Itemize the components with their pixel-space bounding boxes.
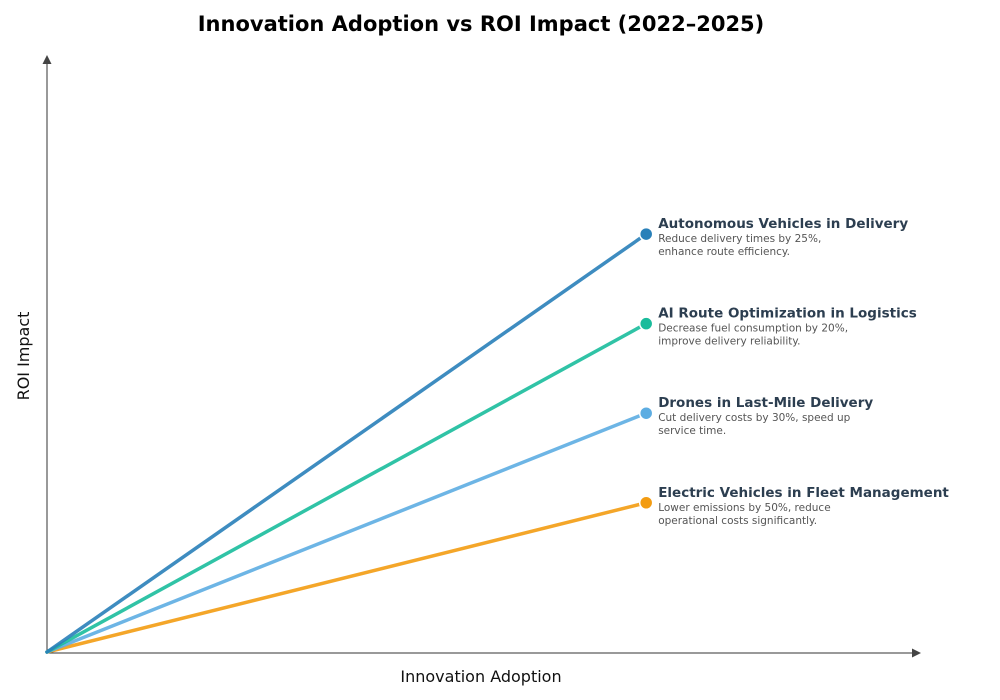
series-description: improve delivery reliability. — [658, 336, 800, 348]
series-description: Lower emissions by 50%, reduce — [658, 502, 830, 514]
series-description: Cut delivery costs by 30%, speed up — [658, 412, 850, 424]
data-point — [638, 495, 654, 510]
series-description: enhance route efficiency. — [658, 246, 790, 258]
series-line — [45, 411, 648, 654]
y-axis-label: ROI Impact — [14, 312, 33, 401]
series-description: operational costs significantly. — [658, 515, 817, 527]
x-axis-arrow-icon — [912, 648, 921, 658]
series-label: Drones in Last-Mile Delivery — [658, 395, 873, 411]
data-point — [638, 226, 654, 242]
series-label: Autonomous Vehicles in Delivery — [658, 216, 908, 232]
series-line — [45, 321, 648, 654]
series-label: Electric Vehicles in Fleet Management — [658, 485, 949, 501]
series-description: Decrease fuel consumption by 20%, — [658, 323, 848, 335]
chart-title: Innovation Adoption vs ROI Impact (2022–… — [198, 12, 765, 36]
y-axis-arrow-icon — [42, 55, 52, 64]
data-point — [638, 405, 654, 421]
series-description: service time. — [658, 425, 726, 437]
series-label: AI Route Optimization in Logistics — [658, 306, 917, 322]
series-line — [45, 232, 648, 654]
data-point — [638, 316, 654, 331]
series-description: Reduce delivery times by 25%, — [658, 233, 821, 245]
x-axis-label: Innovation Adoption — [400, 667, 561, 686]
series-line — [45, 501, 648, 654]
